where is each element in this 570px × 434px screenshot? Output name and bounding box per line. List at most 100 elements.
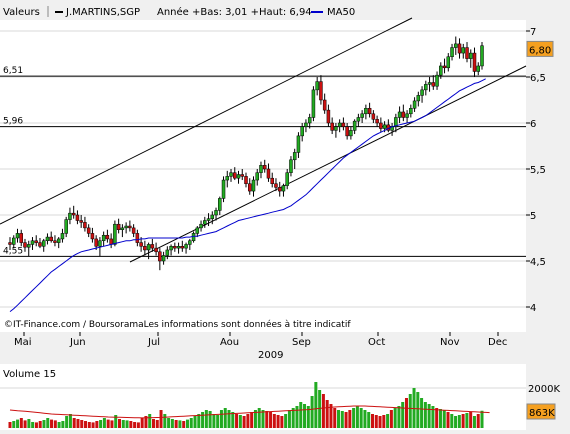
candle-body [322, 99, 327, 111]
candle-body [330, 122, 334, 131]
candle-body [45, 236, 50, 242]
volume-bar [151, 419, 155, 428]
candle-body [379, 122, 383, 129]
candle-body [401, 111, 406, 118]
volume-bar [314, 382, 318, 428]
candle-body [307, 117, 312, 124]
legend-bar [0, 0, 570, 20]
candle-body [349, 130, 353, 137]
candle-body [281, 185, 286, 192]
candle-body [375, 119, 379, 124]
volume-bar [121, 420, 125, 428]
volume-bar [53, 420, 57, 428]
volume-bar [204, 410, 208, 428]
candle-body [360, 113, 364, 118]
volume-bar [144, 416, 148, 428]
volume-bar [235, 414, 239, 428]
candle-body [416, 95, 421, 102]
volume-bar [27, 419, 31, 428]
candle-body [292, 152, 297, 161]
candle-body [442, 65, 447, 69]
y-tick-label: 6 [530, 119, 536, 130]
x-axis: Mai Jun Jul Aou Sep Oct Nov Dec [14, 332, 507, 348]
volume-bar [167, 418, 171, 428]
y-tick-label: 7 [530, 27, 536, 38]
candle-body [210, 214, 215, 219]
candle-body [184, 244, 188, 249]
volume-bar [397, 406, 401, 428]
volume-bar [457, 415, 461, 428]
y-tick-label: 6,5 [530, 73, 546, 84]
volume-bar [276, 415, 280, 428]
reference-line-label: 6,51 [3, 66, 23, 76]
volume-bar [329, 404, 333, 428]
volume-bar [163, 414, 167, 428]
candle-body [446, 56, 451, 69]
volume-bar [435, 408, 439, 428]
volume-bar [450, 414, 454, 428]
candle-body [109, 238, 113, 245]
candle-body [23, 242, 27, 248]
candle-body [150, 244, 155, 249]
candle-body [371, 113, 376, 120]
volume-bar [446, 412, 450, 428]
candle-body [56, 238, 61, 243]
volume-bar [340, 411, 344, 428]
valeurs-label: Valeurs [3, 7, 40, 18]
x-tick-label: Jul [147, 337, 160, 348]
candle-body [225, 176, 230, 181]
price-panel [0, 20, 526, 332]
volume-bar [46, 418, 50, 428]
candle-body [139, 242, 143, 247]
candle-body [247, 183, 252, 192]
candle-body [334, 126, 338, 131]
candle-body [457, 43, 462, 54]
candle-body [8, 242, 12, 245]
volume-bar [280, 416, 284, 428]
volume-bar [404, 398, 408, 428]
current-price-badge: 6,80 [526, 40, 554, 57]
candle-body [236, 174, 241, 179]
candle-body [270, 177, 274, 184]
volume-bar [8, 422, 12, 428]
volume-bar [87, 422, 91, 428]
candle-body [221, 179, 226, 199]
volume-bar [321, 394, 325, 428]
candle-body [68, 212, 72, 220]
candle-body [26, 244, 31, 248]
volume-bar [265, 411, 269, 428]
candle-body [19, 233, 23, 243]
volume-bar [337, 410, 341, 428]
volume-bar [68, 414, 72, 428]
volume-bar [95, 421, 99, 428]
candle-body [113, 223, 117, 245]
candle-body [435, 74, 439, 87]
volume-bar [389, 410, 393, 428]
candle-body [255, 172, 259, 181]
volume-bar [31, 422, 35, 428]
volume-title: Volume 15 [3, 369, 56, 380]
volume-bar [140, 418, 144, 428]
channel-upper-line [0, 17, 413, 225]
volume-bar [348, 410, 352, 428]
x-tick-label: Aou [220, 337, 239, 348]
candle-body [131, 227, 136, 234]
volume-bar [454, 416, 458, 428]
candle-body [262, 165, 267, 170]
volume-bar [178, 420, 182, 428]
y-tick-label: 5 [530, 211, 536, 222]
volume-bar [174, 420, 178, 428]
volume-bar [80, 420, 84, 428]
year-stats: Année +Bas: 3,01 +Haut: 6,94 [157, 6, 312, 18]
volume-bar [99, 420, 103, 428]
candle-body [98, 240, 102, 247]
price-legend-swatch [55, 11, 63, 13]
volume-bar [310, 396, 314, 428]
volume-y-axis: 2000K [528, 384, 560, 395]
volume-bar [227, 410, 231, 428]
volume-bar [219, 410, 223, 428]
candle-body [326, 109, 331, 124]
candle-body [409, 108, 413, 115]
x-tick-label: Sep [292, 337, 311, 348]
volume-bar [427, 404, 431, 428]
